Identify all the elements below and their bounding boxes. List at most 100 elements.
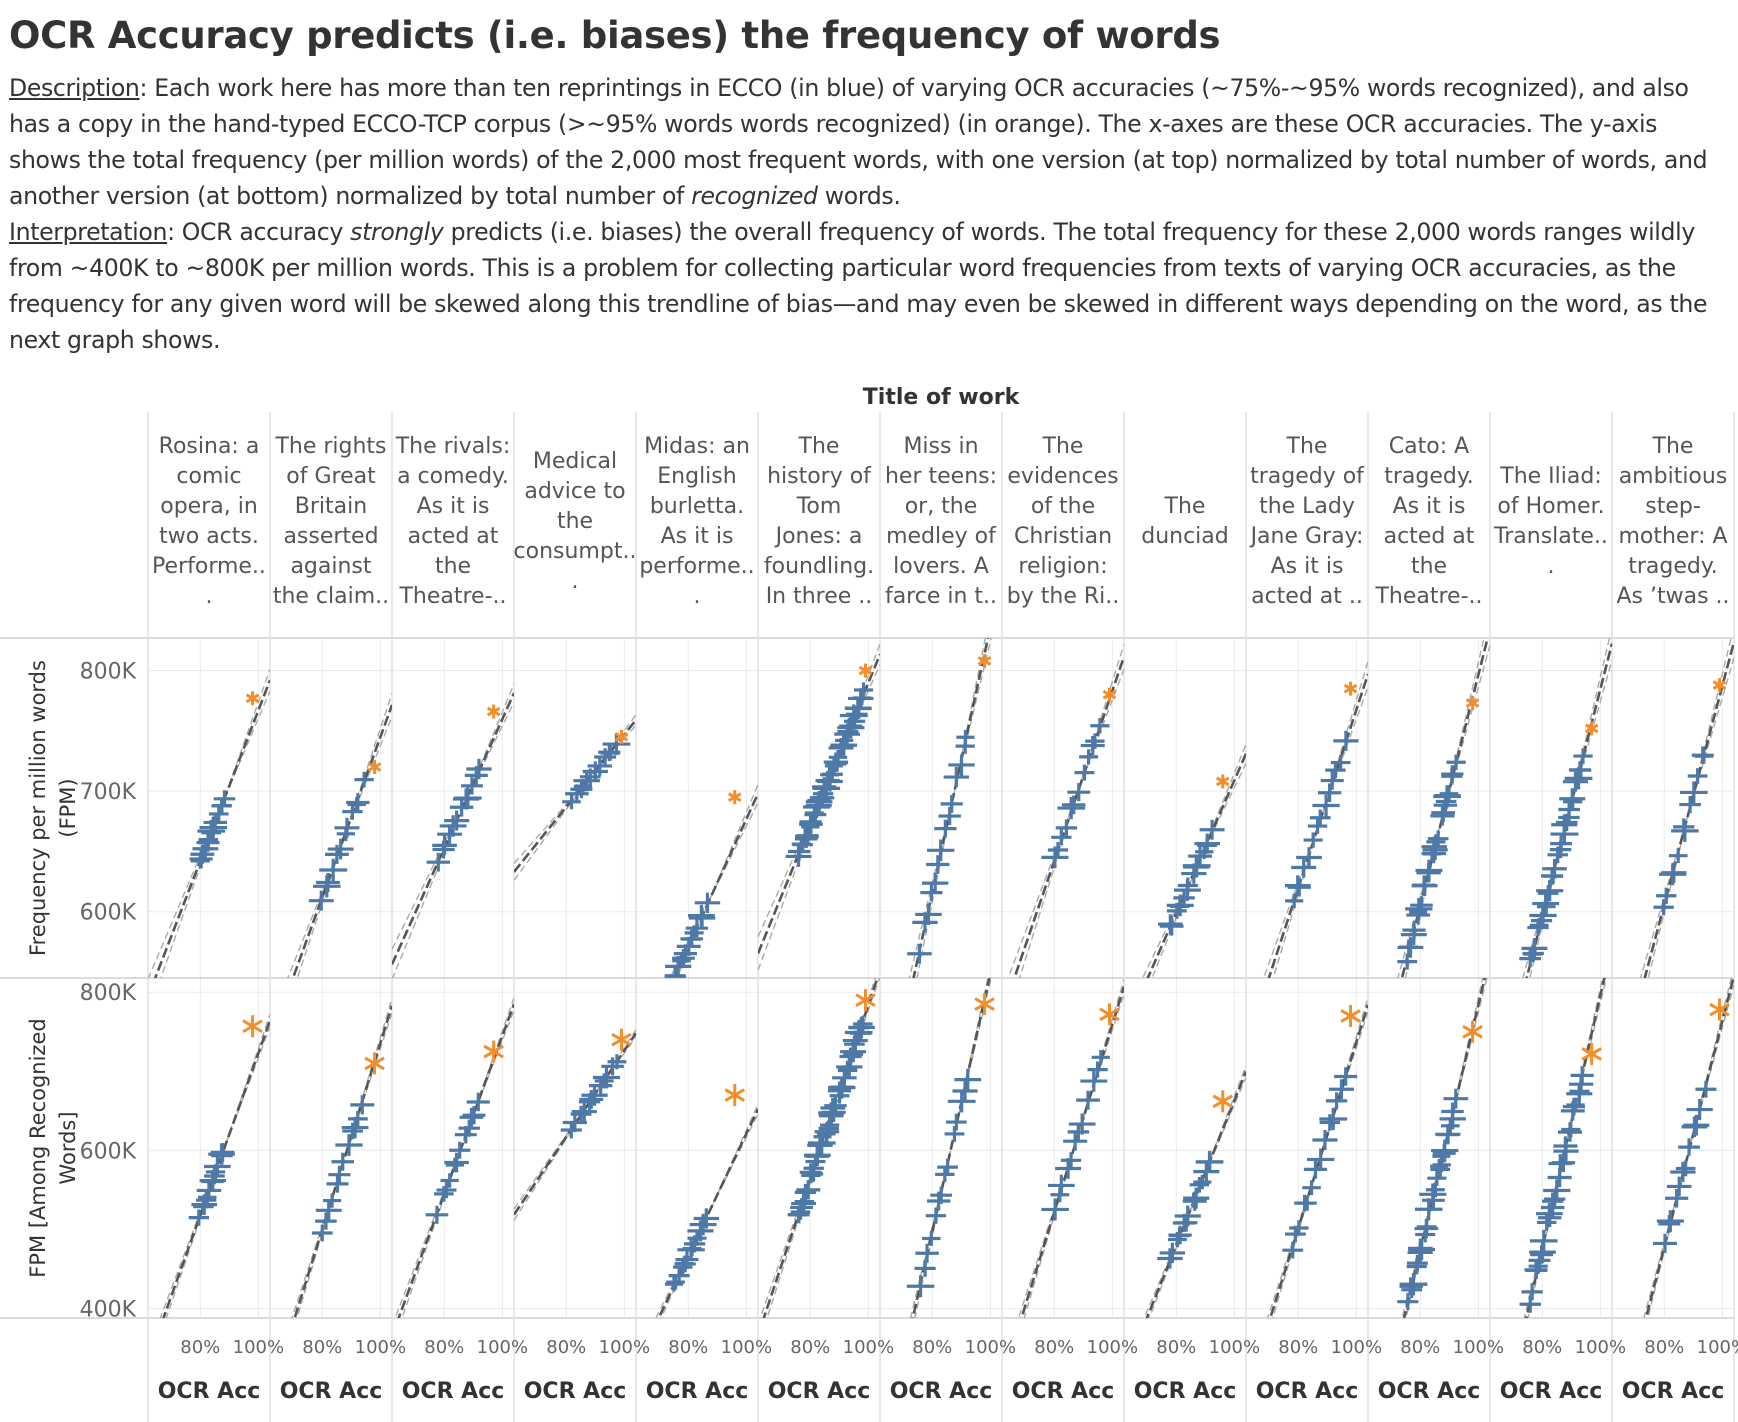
work-title-line: Tom xyxy=(796,494,842,519)
work-title-line: As ’twas .. xyxy=(1616,584,1729,609)
work-title-line: Theatre-.. xyxy=(1374,584,1482,609)
tcp-point-stroke xyxy=(242,1019,263,1034)
work-title-line: As it is xyxy=(1271,554,1344,579)
panel xyxy=(1519,978,1608,1318)
work-title-line: Christian xyxy=(1014,524,1112,549)
description-label: Description xyxy=(9,74,140,102)
x-tick-label: 80% xyxy=(546,1337,586,1358)
work-title-line: The xyxy=(798,434,840,459)
work-column: Miss in her teens: or, the medley of lovers.… xyxy=(885,434,1016,1404)
trend-line xyxy=(1643,641,1734,978)
work-title-line: The xyxy=(1042,434,1084,459)
tcp-point-stroke xyxy=(1709,1002,1730,1017)
x-tick-label: 100% xyxy=(965,1337,1016,1358)
panel xyxy=(287,693,392,978)
x-axis-title: OCR Acc xyxy=(1012,1379,1115,1404)
trend-line xyxy=(162,1020,270,1318)
work-title-line: Britain xyxy=(295,494,367,519)
x-tick-label: 80% xyxy=(1522,1337,1562,1358)
panel xyxy=(664,784,758,978)
trend-line xyxy=(1402,978,1487,1318)
tcp-point xyxy=(1584,721,1599,736)
work-title-line: . xyxy=(694,584,701,609)
confidence-bound-line xyxy=(1272,661,1368,978)
x-tick-label: 100% xyxy=(721,1337,772,1358)
tcp-point-stroke xyxy=(486,706,501,717)
tcp-point-stroke xyxy=(1340,1009,1361,1023)
panel xyxy=(1141,743,1246,978)
y-axis-title: FPM [Among Recognized xyxy=(26,1018,50,1277)
work-column: Midas: an English burletta. As it is perform… xyxy=(639,434,772,1404)
work-title-line: step- xyxy=(1645,494,1701,519)
x-tick-label: 100% xyxy=(233,1337,284,1358)
work-title-line: English xyxy=(657,464,736,489)
tcp-point-stroke xyxy=(855,993,876,1007)
work-title-line: farce in t.. xyxy=(885,584,997,609)
interpretation-label: Interpretation xyxy=(9,218,168,246)
tcp-point-stroke xyxy=(1712,680,1727,690)
work-title-line: medley of xyxy=(886,524,997,549)
confidence-bound-line xyxy=(401,997,514,1318)
y-tick-label: 400K xyxy=(80,1298,137,1323)
x-axis-title: OCR Acc xyxy=(402,1379,505,1404)
work-title-line: Jane Gray: xyxy=(1249,524,1364,549)
work-title-line: The rights xyxy=(274,434,386,459)
work-title-line: The xyxy=(1652,434,1694,459)
x-tick-label: 100% xyxy=(1087,1337,1138,1358)
tcp-point xyxy=(855,989,876,1012)
tcp-point-stroke xyxy=(1099,1007,1120,1022)
work-title-line: performe.. xyxy=(639,554,754,579)
work-title-line: two acts. xyxy=(159,524,259,549)
tcp-point-stroke xyxy=(974,997,995,1011)
tcp-point xyxy=(1465,696,1480,711)
x-axis-title: OCR Acc xyxy=(1500,1379,1603,1404)
tcp-point xyxy=(245,691,260,706)
work-title-line: acted at xyxy=(1384,524,1475,549)
x-tick-label: 80% xyxy=(180,1337,220,1358)
work-title-line: dunciad xyxy=(1141,524,1229,549)
tcp-point xyxy=(242,1015,263,1038)
trend-line xyxy=(1644,978,1734,1318)
tcp-point-stroke xyxy=(1343,683,1358,694)
tcp-point xyxy=(1212,1090,1234,1113)
tcp-point xyxy=(727,790,742,805)
tcp-point-stroke xyxy=(1462,1024,1483,1039)
work-title-line: advice to xyxy=(524,479,625,504)
x-tick-label: 100% xyxy=(1331,1337,1382,1358)
tcp-point xyxy=(1462,1020,1483,1043)
tcp-point xyxy=(1581,1042,1602,1065)
work-column: Cato: A tragedy. As it is acted at the Theatr… xyxy=(1374,434,1504,1404)
tcp-point-stroke xyxy=(1581,1047,1602,1061)
work-title-line: acted at .. xyxy=(1251,584,1363,609)
confidence-bound-line xyxy=(1527,978,1604,1318)
trend-line xyxy=(1020,986,1124,1318)
work-column: The rights of Great Britain asserted against… xyxy=(273,434,406,1404)
work-title-line: Performe.. xyxy=(152,554,266,579)
panel-frame xyxy=(0,412,1735,1422)
x-tick-label: 80% xyxy=(668,1337,708,1358)
work-column: The history of Tom Jones: a foundling. In thr… xyxy=(758,434,894,1404)
tcp-point-stroke xyxy=(977,656,992,666)
tcp-point-stroke xyxy=(858,665,873,676)
x-axis-title: OCR Acc xyxy=(1134,1379,1237,1404)
work-title-line: tragedy of xyxy=(1250,464,1365,489)
x-tick-label: 80% xyxy=(1034,1337,1074,1358)
panel xyxy=(394,997,514,1318)
x-axis-title: OCR Acc xyxy=(768,1379,871,1404)
tcp-point xyxy=(483,1040,504,1063)
work-title-line: the xyxy=(1411,554,1447,579)
x-tick-label: 80% xyxy=(912,1337,952,1358)
work-title-line: burletta. xyxy=(650,494,744,519)
panel xyxy=(514,714,636,881)
x-tick-label: 100% xyxy=(599,1337,650,1358)
tcp-point xyxy=(724,1084,746,1107)
x-tick-label: 80% xyxy=(790,1337,830,1358)
tcp-point xyxy=(1712,678,1727,693)
work-title-line: Miss in xyxy=(903,434,978,459)
x-tick-label: 80% xyxy=(1278,1337,1318,1358)
tcp-point-stroke xyxy=(1215,776,1230,787)
y-tick-label: 800K xyxy=(80,660,137,685)
confidence-bound-line xyxy=(759,978,880,1318)
description-emphasis: recognized xyxy=(691,182,818,210)
work-column: The evidences of the Christian religion: by t… xyxy=(1007,434,1138,1404)
